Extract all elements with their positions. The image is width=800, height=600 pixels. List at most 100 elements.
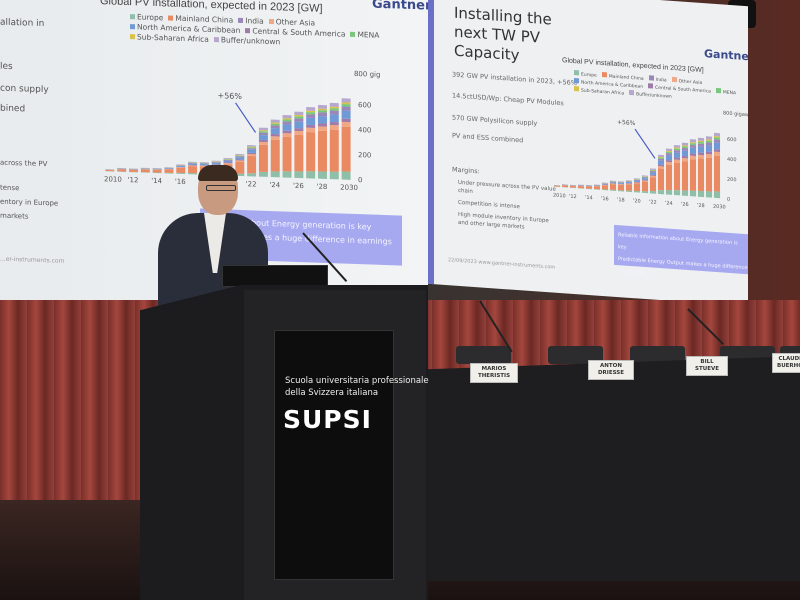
bar-segment [282, 124, 292, 131]
bar-segment [641, 180, 649, 182]
bar-segment [282, 118, 292, 120]
bar-segment [270, 123, 280, 126]
bar-segment [140, 169, 150, 173]
bar-segment [247, 146, 257, 148]
bar-segment [585, 186, 593, 187]
bar-segment [117, 169, 127, 170]
bar-segment [569, 184, 577, 186]
bar-segment [625, 180, 633, 182]
bar-segment [152, 168, 162, 170]
bar-segment [306, 112, 316, 115]
name-card: BILL STUEVE [686, 356, 728, 376]
bar-segment [633, 190, 641, 193]
bar-segment [317, 115, 327, 124]
bar-segment [164, 167, 174, 168]
bar-segment [247, 154, 257, 157]
bar-segment [641, 177, 649, 179]
bar-segment [235, 159, 245, 161]
bar-segment [665, 189, 673, 195]
bar-segment [270, 139, 280, 172]
bar-segment [713, 137, 721, 140]
supsi-logo: SUPSI [283, 405, 372, 434]
bar-segment [258, 134, 268, 141]
bar-segment [665, 155, 673, 161]
bar-segment [164, 172, 174, 174]
bar-segment [247, 155, 257, 174]
bar-segment [689, 153, 697, 157]
bar-segment [625, 181, 633, 184]
bar-segment [235, 160, 245, 162]
bar-segment [689, 139, 697, 143]
bar-segment [211, 162, 221, 164]
bar-segment [657, 166, 665, 169]
bar-segment [593, 185, 601, 187]
bar-segment [577, 184, 585, 186]
bar-segment [199, 162, 209, 163]
bar-segment [317, 104, 327, 109]
bar-segment [617, 190, 625, 192]
sub-bullet: Under pressure across the PV value chain [458, 179, 556, 195]
x-tick-label: 2030 [340, 183, 358, 192]
bar-segment [140, 168, 150, 170]
bullet-text: bined [0, 103, 26, 115]
bar-segment [649, 168, 657, 171]
bar-segment [681, 161, 689, 191]
bar-segment [673, 152, 681, 158]
projection-screen-right: Installing the next TW PV Capacity 392 G… [428, 0, 748, 307]
bar-segment [317, 171, 327, 179]
annotation-arrow [235, 102, 257, 133]
y-tick-label: 600 [358, 101, 371, 109]
bar-segment [329, 129, 339, 172]
bar-segment [117, 168, 127, 170]
bar-segment [306, 127, 316, 133]
bar-segment [129, 169, 139, 173]
bar-segment [665, 161, 673, 165]
bar-segment [306, 117, 316, 126]
bar-segment [649, 175, 657, 178]
supsi-subtitle-line: Scuola universitaria professionale [285, 376, 429, 386]
bar-segment [199, 162, 209, 164]
bar-segment [211, 164, 221, 166]
bar-segment [270, 119, 280, 123]
bar-segment [282, 119, 292, 122]
bar-segment [199, 163, 209, 165]
bar-segment [641, 181, 649, 192]
bar-segment [601, 184, 609, 186]
supsi-subtitle: Scuola universitaria professionale della… [285, 375, 429, 399]
unit-label: 800 gigawatts [723, 110, 748, 119]
bar-segment [294, 118, 304, 122]
bar-segment [689, 144, 697, 149]
supsi-subtitle-line: della Svizzera italiana [285, 388, 379, 398]
gantner-logo: Gantner [372, 0, 428, 14]
bar-segment [705, 136, 713, 140]
bar-segment [176, 164, 186, 166]
slide-footer: ...er-instruments.com [0, 255, 65, 265]
bar-segment [561, 184, 569, 186]
bar-segment [329, 171, 339, 180]
y-tick-label: 200 [727, 177, 737, 184]
bar-segment [341, 118, 351, 123]
bar-segment [585, 185, 593, 187]
bar-segment [593, 185, 601, 187]
x-tick-label: '20 [633, 198, 641, 205]
bar-segment [649, 177, 657, 192]
bullet-text: markets [0, 211, 29, 221]
bar-segment [341, 98, 351, 103]
bar-segment [641, 176, 649, 178]
bar-segment [633, 182, 641, 184]
bar-segment [617, 183, 625, 186]
bar-segment [152, 169, 162, 170]
bar-segment [673, 162, 681, 191]
laptop [222, 265, 328, 287]
bar-segment [247, 173, 257, 177]
bar-segment [705, 151, 713, 155]
x-tick-label: '14 [151, 177, 162, 185]
projection-screen-left: Global PV installation, expected in 2023… [0, 0, 428, 317]
bar-segment [585, 185, 593, 186]
bar-segment [673, 147, 681, 149]
bar-segment [593, 184, 601, 186]
bar-segment [176, 167, 186, 168]
bar-segment [129, 168, 139, 169]
bar-segment [188, 166, 198, 174]
bar-segment [665, 164, 673, 191]
